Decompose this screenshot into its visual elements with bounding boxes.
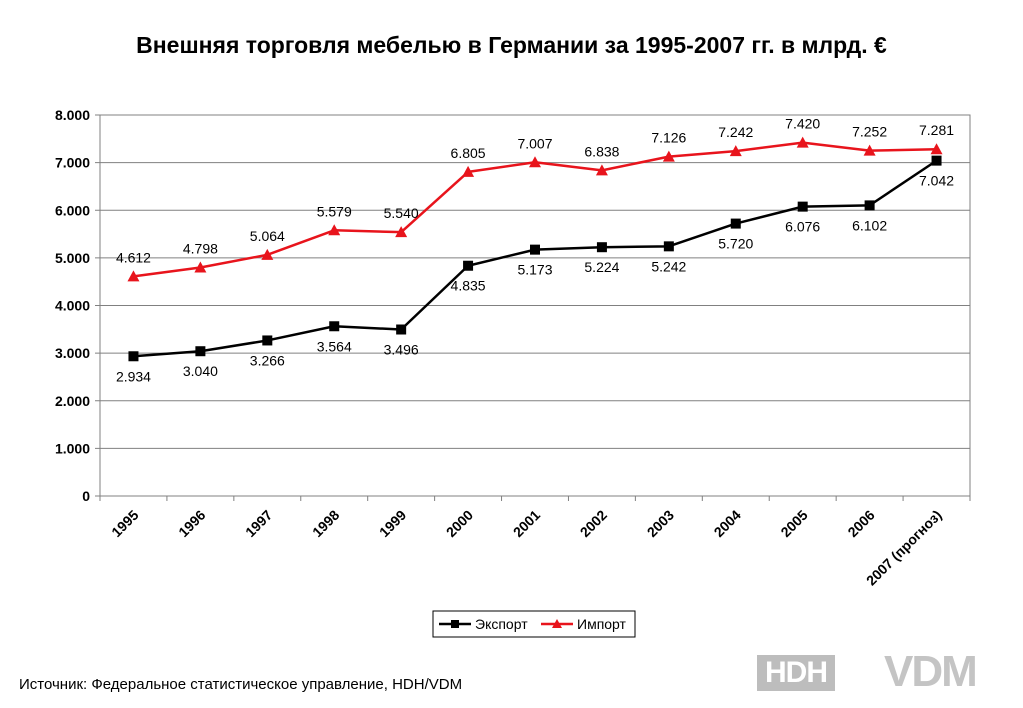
data-point-export [730, 218, 741, 229]
data-point-import [796, 136, 809, 148]
data-point-export [329, 321, 340, 332]
data-point-export [530, 244, 540, 255]
data-point-import [127, 270, 140, 282]
data-label-import: 7.126 [651, 130, 686, 146]
chart-area: 0 1.000 2.000 3.000 4.000 5.000 6.000 7.000 8.00… [55, 107, 971, 638]
data-label-import: 7.420 [785, 116, 820, 132]
data-point-export [663, 241, 674, 252]
data-label-export: 3.564 [317, 338, 352, 354]
data-point-import [328, 224, 341, 236]
data-label-import: 5.579 [317, 203, 352, 219]
data-point-export [128, 351, 139, 362]
data-point-import [930, 143, 943, 155]
vdm-logo: VDM [884, 647, 978, 696]
legend-label-import: Импорт [577, 616, 627, 632]
data-label-export: 7.042 [919, 173, 954, 189]
x-tick-label: 2001 [510, 507, 543, 540]
data-label-export: 2.934 [116, 368, 151, 384]
data-label-export: 5.224 [584, 259, 619, 275]
data-point-import [529, 156, 541, 168]
data-point-import [729, 145, 742, 157]
y-tick-label: 7.000 [55, 155, 90, 171]
legend-marker-import [552, 619, 562, 628]
x-tick-label: 1995 [108, 507, 141, 540]
data-label-export: 5.242 [651, 258, 686, 274]
y-tick-label: 4.000 [55, 298, 90, 314]
y-tick-label: 6.000 [55, 202, 90, 218]
data-point-import [395, 226, 408, 238]
x-tick-label: 2002 [577, 507, 610, 540]
x-tick-label: 2005 [777, 507, 810, 540]
y-tick-label: 5.000 [55, 250, 90, 266]
data-point-import [462, 165, 475, 177]
data-point-export [931, 155, 942, 166]
x-tick-label: 1998 [309, 507, 342, 540]
x-tick-label: 2000 [443, 507, 476, 540]
data-label-import: 4.612 [116, 249, 151, 265]
legend-label-export: Экспорт [475, 616, 528, 632]
y-tick-label: 3.000 [55, 345, 90, 361]
data-point-import [261, 248, 274, 260]
data-point-export [195, 346, 206, 357]
data-label-import: 5.064 [250, 228, 285, 244]
x-tick-label: 1999 [376, 507, 409, 540]
data-point-import [662, 150, 675, 162]
x-tick-label: 2006 [844, 507, 877, 540]
legend-marker-export [451, 620, 459, 628]
data-label-export: 3.266 [250, 352, 285, 368]
y-tick-label: 8.000 [55, 107, 90, 123]
data-label-export: 6.076 [785, 219, 820, 235]
x-tick-label: 1997 [242, 507, 275, 540]
data-point-export [596, 242, 607, 253]
data-point-import [194, 261, 207, 273]
data-point-export [463, 260, 474, 271]
data-label-export: 3.496 [384, 342, 419, 358]
data-label-import: 4.798 [183, 240, 218, 256]
data-point-import [595, 164, 608, 176]
hdh-logo: HDH [757, 655, 835, 691]
data-label-export: 5.720 [718, 236, 753, 252]
data-label-export: 6.102 [852, 217, 887, 233]
y-tick-label: 1.000 [55, 440, 90, 456]
data-label-import: 7.242 [718, 124, 753, 140]
data-point-import [863, 144, 876, 156]
data-label-export: 4.835 [451, 278, 486, 294]
data-point-export [262, 335, 273, 346]
data-label-export: 3.040 [183, 363, 218, 379]
data-label-import: 7.281 [919, 122, 954, 138]
x-tick-label: 2003 [644, 507, 677, 540]
source-note: Источник: Федеральное статистическое упр… [19, 676, 463, 693]
data-point-export [396, 324, 407, 335]
x-tick-label: 1996 [175, 507, 208, 540]
data-point-export [797, 201, 808, 212]
data-label-import: 5.540 [384, 205, 419, 221]
data-point-export [864, 200, 875, 211]
y-tick-label: 2.000 [55, 393, 90, 409]
y-tick-label: 0 [82, 488, 90, 504]
data-label-export: 5.173 [517, 262, 552, 278]
data-label-import: 6.838 [584, 143, 619, 159]
x-tick-label: 2004 [711, 507, 744, 540]
data-label-import: 7.007 [517, 135, 552, 151]
data-label-import: 6.805 [451, 145, 486, 161]
chart-title: Внешняя торговля мебелью в Германии за 1… [136, 32, 887, 58]
data-label-import: 7.252 [852, 124, 887, 140]
